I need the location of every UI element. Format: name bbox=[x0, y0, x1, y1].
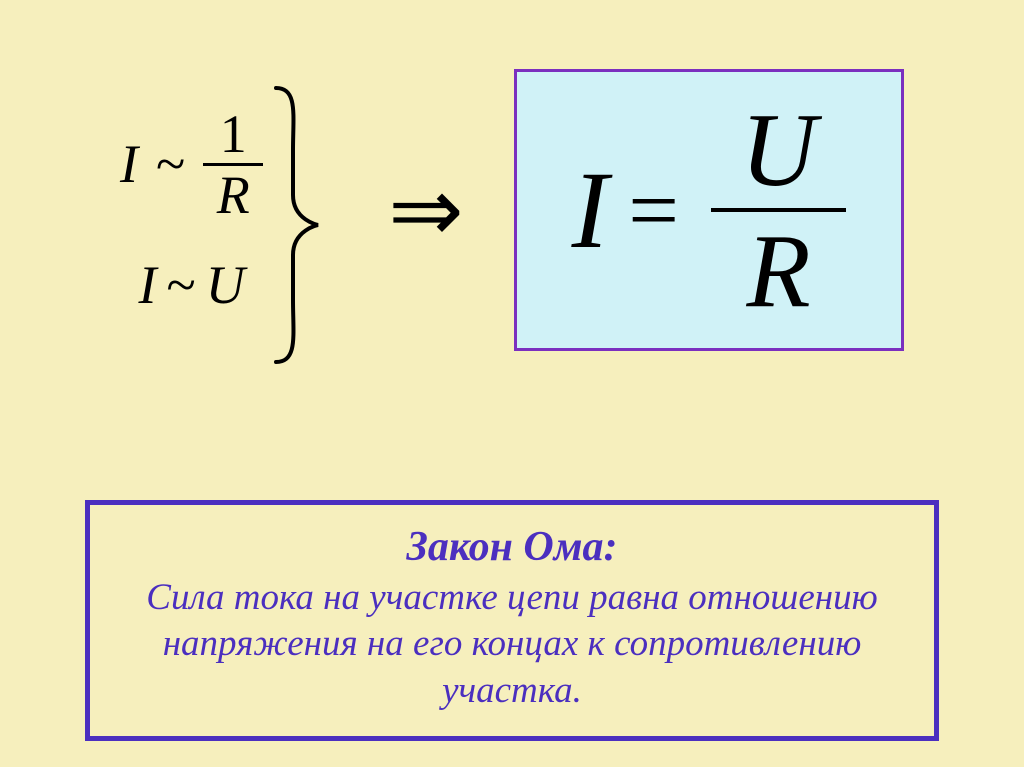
fraction-u-over-r: U R bbox=[711, 97, 846, 323]
fraction-denominator: R bbox=[209, 166, 258, 224]
law-text: Сила тока на участке цепи равна отношени… bbox=[125, 575, 899, 714]
relation-i-u: I~U bbox=[138, 254, 244, 316]
symbol-U: U bbox=[206, 255, 245, 315]
symbol-I: I bbox=[120, 133, 138, 195]
fraction-numerator: 1 bbox=[212, 105, 255, 163]
law-statement-box: Закон Ома: Сила тока на участке цепи рав… bbox=[85, 500, 939, 741]
symbol-I: I bbox=[572, 147, 609, 274]
curly-brace-icon bbox=[268, 85, 323, 365]
symbol-tilde: ~ bbox=[156, 255, 205, 315]
symbol-I: I bbox=[138, 255, 156, 315]
relation-i-1-over-r: I ~ 1 R bbox=[120, 105, 263, 224]
fraction-numerator: U bbox=[733, 97, 825, 202]
derivation-area: I ~ 1 R I~U ⇒ I = U R bbox=[0, 20, 1024, 400]
fraction-1-over-r: 1 R bbox=[203, 105, 263, 224]
ohms-law-formula-box: I = U R bbox=[514, 69, 904, 351]
symbol-equals: = bbox=[628, 159, 679, 262]
proportionality-group: I ~ 1 R I~U bbox=[120, 105, 318, 316]
implies-arrow: ⇒ bbox=[388, 158, 463, 263]
fraction-denominator: R bbox=[738, 218, 818, 323]
symbol-tilde: ~ bbox=[156, 133, 185, 195]
law-title: Закон Ома: bbox=[125, 523, 899, 571]
